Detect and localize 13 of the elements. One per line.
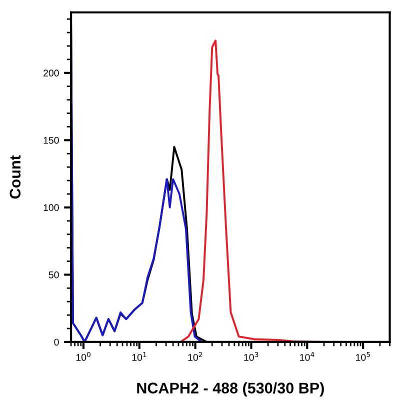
x-tick-label: 10$^{5}$ [356, 352, 370, 361]
y-tick-label: 50 [48, 271, 59, 278]
x-tick-label: 10$^{0}$ [76, 352, 90, 361]
x-tick-label: 10$^{4}$ [300, 352, 314, 361]
y-tick-label: 150 [44, 136, 59, 144]
y-tick-label: 200 [44, 70, 59, 77]
x-axis-title: NCAPH2 - 488 (530/30 BP) [137, 382, 324, 397]
y-axis-title: Count [10, 155, 21, 199]
y-tick-label: 100 [44, 204, 59, 212]
x-tick-label: 10$^{2}$ [188, 352, 202, 361]
x-tick-label: 10$^{3}$ [244, 352, 258, 361]
y-tick-label: 0 [54, 338, 59, 346]
x-tick-label: 10$^{1}$ [132, 352, 146, 361]
